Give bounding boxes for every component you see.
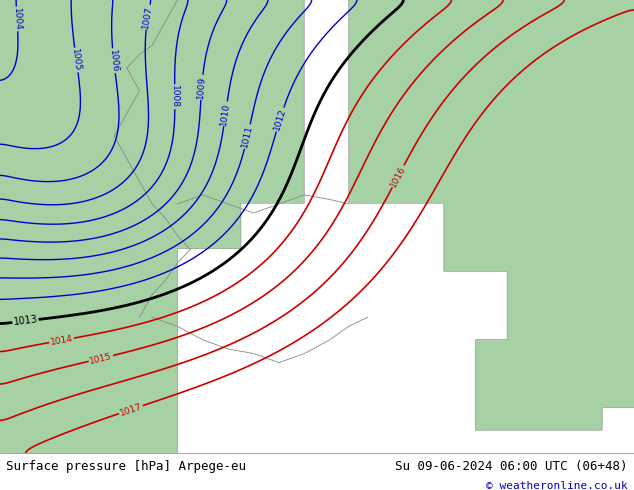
Text: 1008: 1008 [171, 85, 179, 108]
Text: 1009: 1009 [197, 75, 207, 99]
Text: 1004: 1004 [12, 7, 22, 31]
Text: Surface pressure [hPa] Arpege-eu: Surface pressure [hPa] Arpege-eu [6, 460, 247, 473]
Text: © weatheronline.co.uk: © weatheronline.co.uk [486, 481, 628, 490]
Text: 1011: 1011 [240, 124, 254, 149]
Text: 1014: 1014 [49, 334, 74, 347]
Text: 1016: 1016 [389, 164, 408, 189]
Text: 1013: 1013 [13, 315, 38, 327]
Text: 1017: 1017 [119, 402, 143, 417]
Text: 1007: 1007 [141, 5, 154, 29]
Text: 1015: 1015 [89, 351, 113, 366]
Text: Su 09-06-2024 06:00 UTC (06+48): Su 09-06-2024 06:00 UTC (06+48) [395, 460, 628, 473]
Text: 1012: 1012 [272, 107, 288, 132]
Text: 1005: 1005 [70, 48, 82, 72]
Text: 1010: 1010 [219, 102, 231, 126]
Text: 1006: 1006 [108, 49, 119, 73]
